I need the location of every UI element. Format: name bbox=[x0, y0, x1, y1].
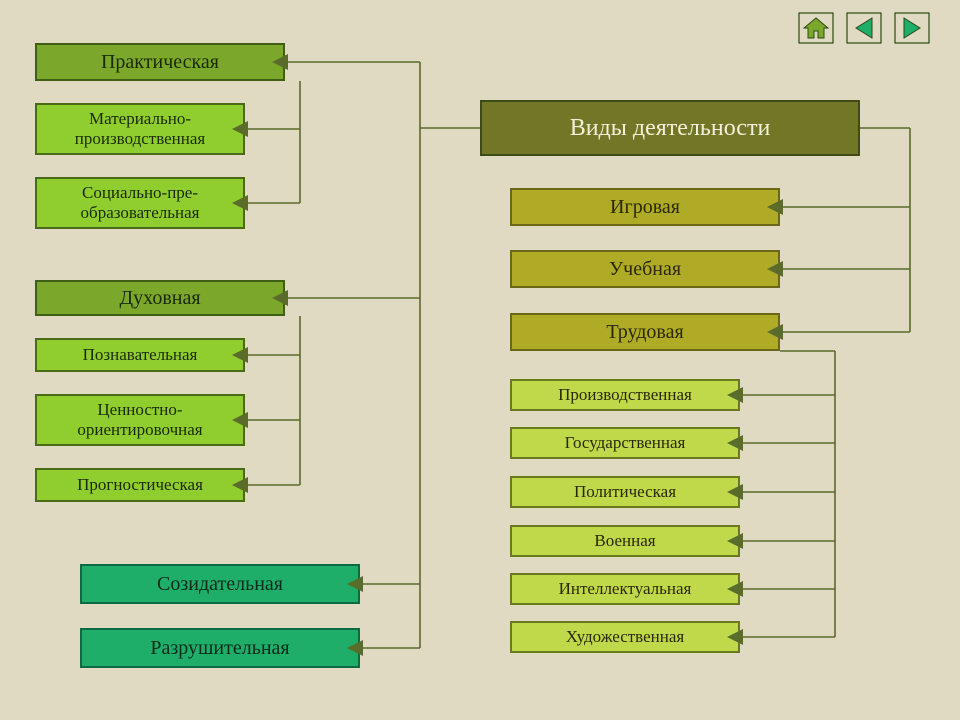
node-igr: Игровая bbox=[510, 188, 780, 226]
node-proizv: Производственная bbox=[510, 379, 740, 411]
node-polit: Политическая bbox=[510, 476, 740, 508]
node-intel: Интеллектуальная bbox=[510, 573, 740, 605]
node-razr: Разрушительная bbox=[80, 628, 360, 668]
node-trud: Трудовая bbox=[510, 313, 780, 351]
home-button[interactable] bbox=[798, 12, 834, 49]
diagram-canvas: Виды деятельности Практическая Материально… bbox=[0, 0, 960, 720]
next-button[interactable] bbox=[894, 12, 930, 49]
node-sozid: Созидательная bbox=[80, 564, 360, 604]
node-title: Виды деятельности bbox=[480, 100, 860, 156]
node-progn: Прогностическая bbox=[35, 468, 245, 502]
node-soc_pre: Социально-пре- образовательная bbox=[35, 177, 245, 229]
node-ucheb: Учебная bbox=[510, 250, 780, 288]
node-cennost: Ценностно- ориентировочная bbox=[35, 394, 245, 446]
node-voen: Военная bbox=[510, 525, 740, 557]
node-mat_proizv: Материально- производственная bbox=[35, 103, 245, 155]
node-prakt: Практическая bbox=[35, 43, 285, 81]
node-hudozh: Художественная bbox=[510, 621, 740, 653]
prev-button[interactable] bbox=[846, 12, 882, 49]
node-gos: Государственная bbox=[510, 427, 740, 459]
node-pozn: Познавательная bbox=[35, 338, 245, 372]
node-duh: Духовная bbox=[35, 280, 285, 316]
